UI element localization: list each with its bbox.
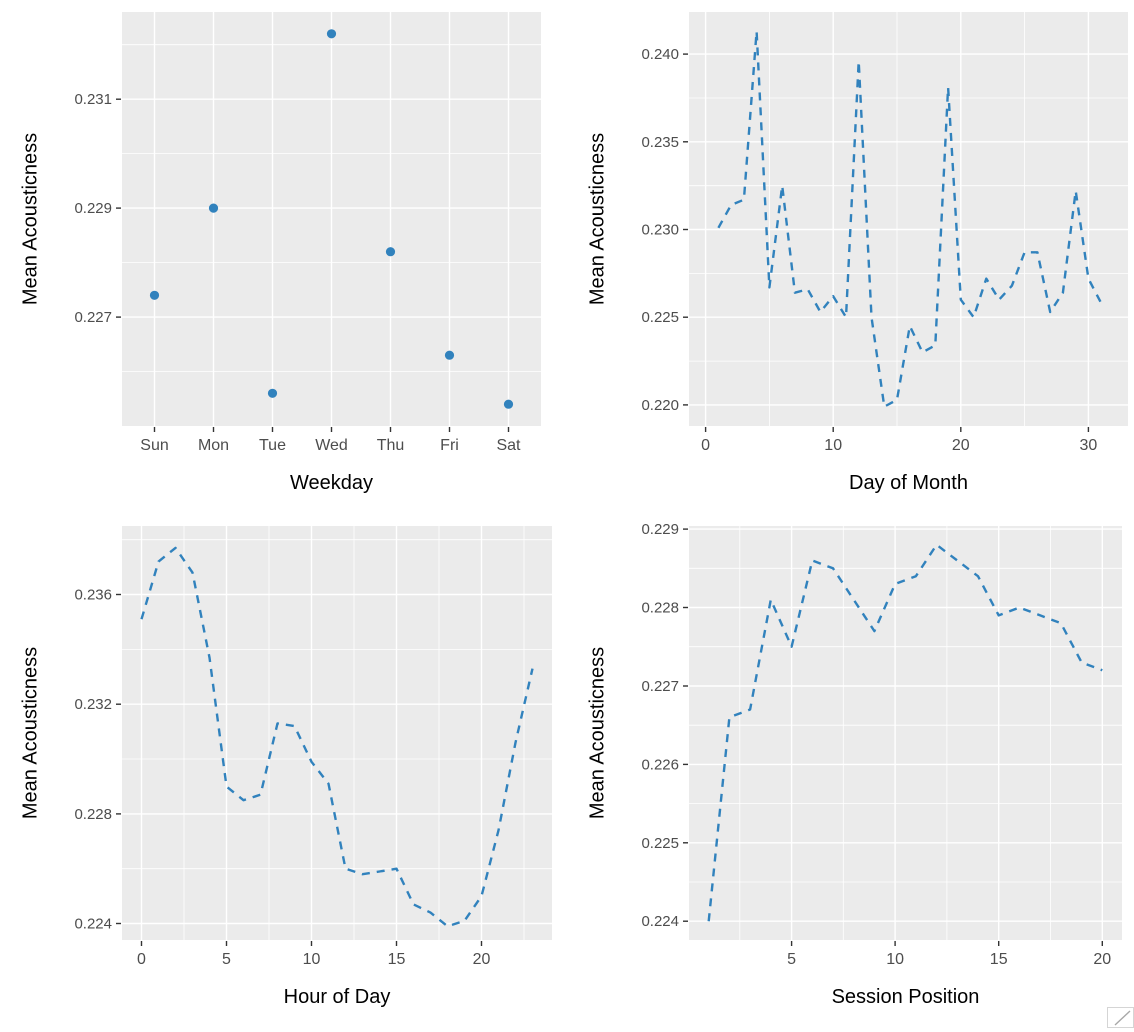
svg-text:0.232: 0.232 — [74, 696, 112, 713]
svg-text:Tue: Tue — [259, 437, 286, 454]
x-axis-title-weekday: Weekday — [122, 472, 541, 495]
resize-grip[interactable] — [1107, 1007, 1134, 1028]
x-tick-labels: Sun Mon Tue Wed Thu Fri Sat — [140, 437, 521, 454]
y-axis-title-weekday: Mean Acousticness — [20, 133, 43, 305]
chart-day-of-month: 0 10 20 30 0.220 0.225 0.230 0.235 0.240 Mean Ac… — [567, 0, 1134, 514]
svg-text:Mon: Mon — [198, 437, 229, 454]
svg-text:0.224: 0.224 — [641, 913, 679, 930]
svg-text:Thu: Thu — [377, 437, 405, 454]
y-tick-labels: 0.227 0.229 0.231 — [74, 91, 112, 326]
svg-text:Fri: Fri — [440, 437, 459, 454]
x-tick-labels: 0 5 10 15 20 — [137, 951, 490, 968]
y-axis-title-hour-of-day: Mean Acousticness — [20, 647, 43, 819]
svg-text:0.228: 0.228 — [641, 600, 679, 617]
session-position-line-plot: 5 10 15 20 0.224 0.225 0.226 0.227 0.228 0.229 — [567, 514, 1134, 1028]
x-tick-labels: 5 10 15 20 — [787, 951, 1111, 968]
svg-text:0.227: 0.227 — [74, 309, 112, 326]
svg-text:0.228: 0.228 — [74, 806, 112, 823]
svg-text:0.227: 0.227 — [641, 678, 679, 695]
svg-text:Sun: Sun — [140, 437, 168, 454]
svg-text:10: 10 — [824, 437, 842, 454]
resize-grip-diagonal-icon — [1108, 1008, 1133, 1027]
svg-text:20: 20 — [1093, 951, 1111, 968]
svg-text:0.235: 0.235 — [641, 134, 679, 151]
hour-of-day-line-plot: 0 5 10 15 20 0.224 0.228 0.232 0.236 — [0, 514, 567, 1028]
chart-hour-of-day: 0 5 10 15 20 0.224 0.228 0.232 0.236 Mean Acoust… — [0, 514, 567, 1028]
svg-text:0.225: 0.225 — [641, 309, 679, 326]
svg-text:0.230: 0.230 — [641, 222, 679, 239]
svg-text:0.224: 0.224 — [74, 916, 112, 933]
y-tick-labels: 0.220 0.225 0.230 0.235 0.240 — [641, 46, 679, 414]
svg-text:0.240: 0.240 — [641, 46, 679, 63]
svg-text:5: 5 — [222, 951, 231, 968]
panel-background — [689, 12, 1128, 426]
svg-text:30: 30 — [1080, 437, 1098, 454]
svg-text:0.236: 0.236 — [74, 587, 112, 604]
panel-background — [122, 526, 552, 940]
chart-weekday: Sun Mon Tue Wed Thu Fri Sat 0.227 0.229 0.231 Mea… — [0, 0, 567, 514]
svg-text:20: 20 — [952, 437, 970, 454]
svg-text:0.231: 0.231 — [74, 91, 112, 108]
svg-text:0.220: 0.220 — [641, 397, 679, 414]
svg-text:20: 20 — [473, 951, 491, 968]
chart-session-position: 5 10 15 20 0.224 0.225 0.226 0.227 0.228 0.229 Me… — [567, 514, 1134, 1028]
svg-text:5: 5 — [787, 951, 796, 968]
x-axis-title-hour-of-day: Hour of Day — [122, 986, 552, 1009]
svg-text:Wed: Wed — [315, 437, 348, 454]
y-tick-labels: 0.224 0.228 0.232 0.236 — [74, 587, 112, 933]
day-of-month-line-plot: 0 10 20 30 0.220 0.225 0.230 0.235 0.240 — [567, 0, 1134, 514]
svg-text:10: 10 — [303, 951, 321, 968]
panel-background — [689, 526, 1122, 940]
svg-text:Sat: Sat — [496, 437, 521, 454]
x-axis-title-day-of-month: Day of Month — [689, 472, 1128, 495]
svg-text:0.225: 0.225 — [641, 835, 679, 852]
svg-text:15: 15 — [388, 951, 406, 968]
svg-text:0: 0 — [137, 951, 146, 968]
svg-text:0.229: 0.229 — [74, 200, 112, 217]
svg-text:10: 10 — [886, 951, 904, 968]
svg-text:0: 0 — [701, 437, 710, 454]
y-axis-title-day-of-month: Mean Acousticness — [587, 133, 610, 305]
svg-text:0.226: 0.226 — [641, 756, 679, 773]
svg-text:0.229: 0.229 — [641, 521, 679, 538]
weekday-scatter-plot: Sun Mon Tue Wed Thu Fri Sat 0.227 0.229 0.231 — [0, 0, 567, 514]
y-axis-title-session-position: Mean Acousticness — [587, 647, 610, 819]
x-axis-title-session-position: Session Position — [689, 986, 1122, 1009]
svg-text:15: 15 — [990, 951, 1008, 968]
y-tick-labels: 0.224 0.225 0.226 0.227 0.228 0.229 — [641, 521, 679, 930]
x-tick-labels: 0 10 20 30 — [701, 437, 1097, 454]
